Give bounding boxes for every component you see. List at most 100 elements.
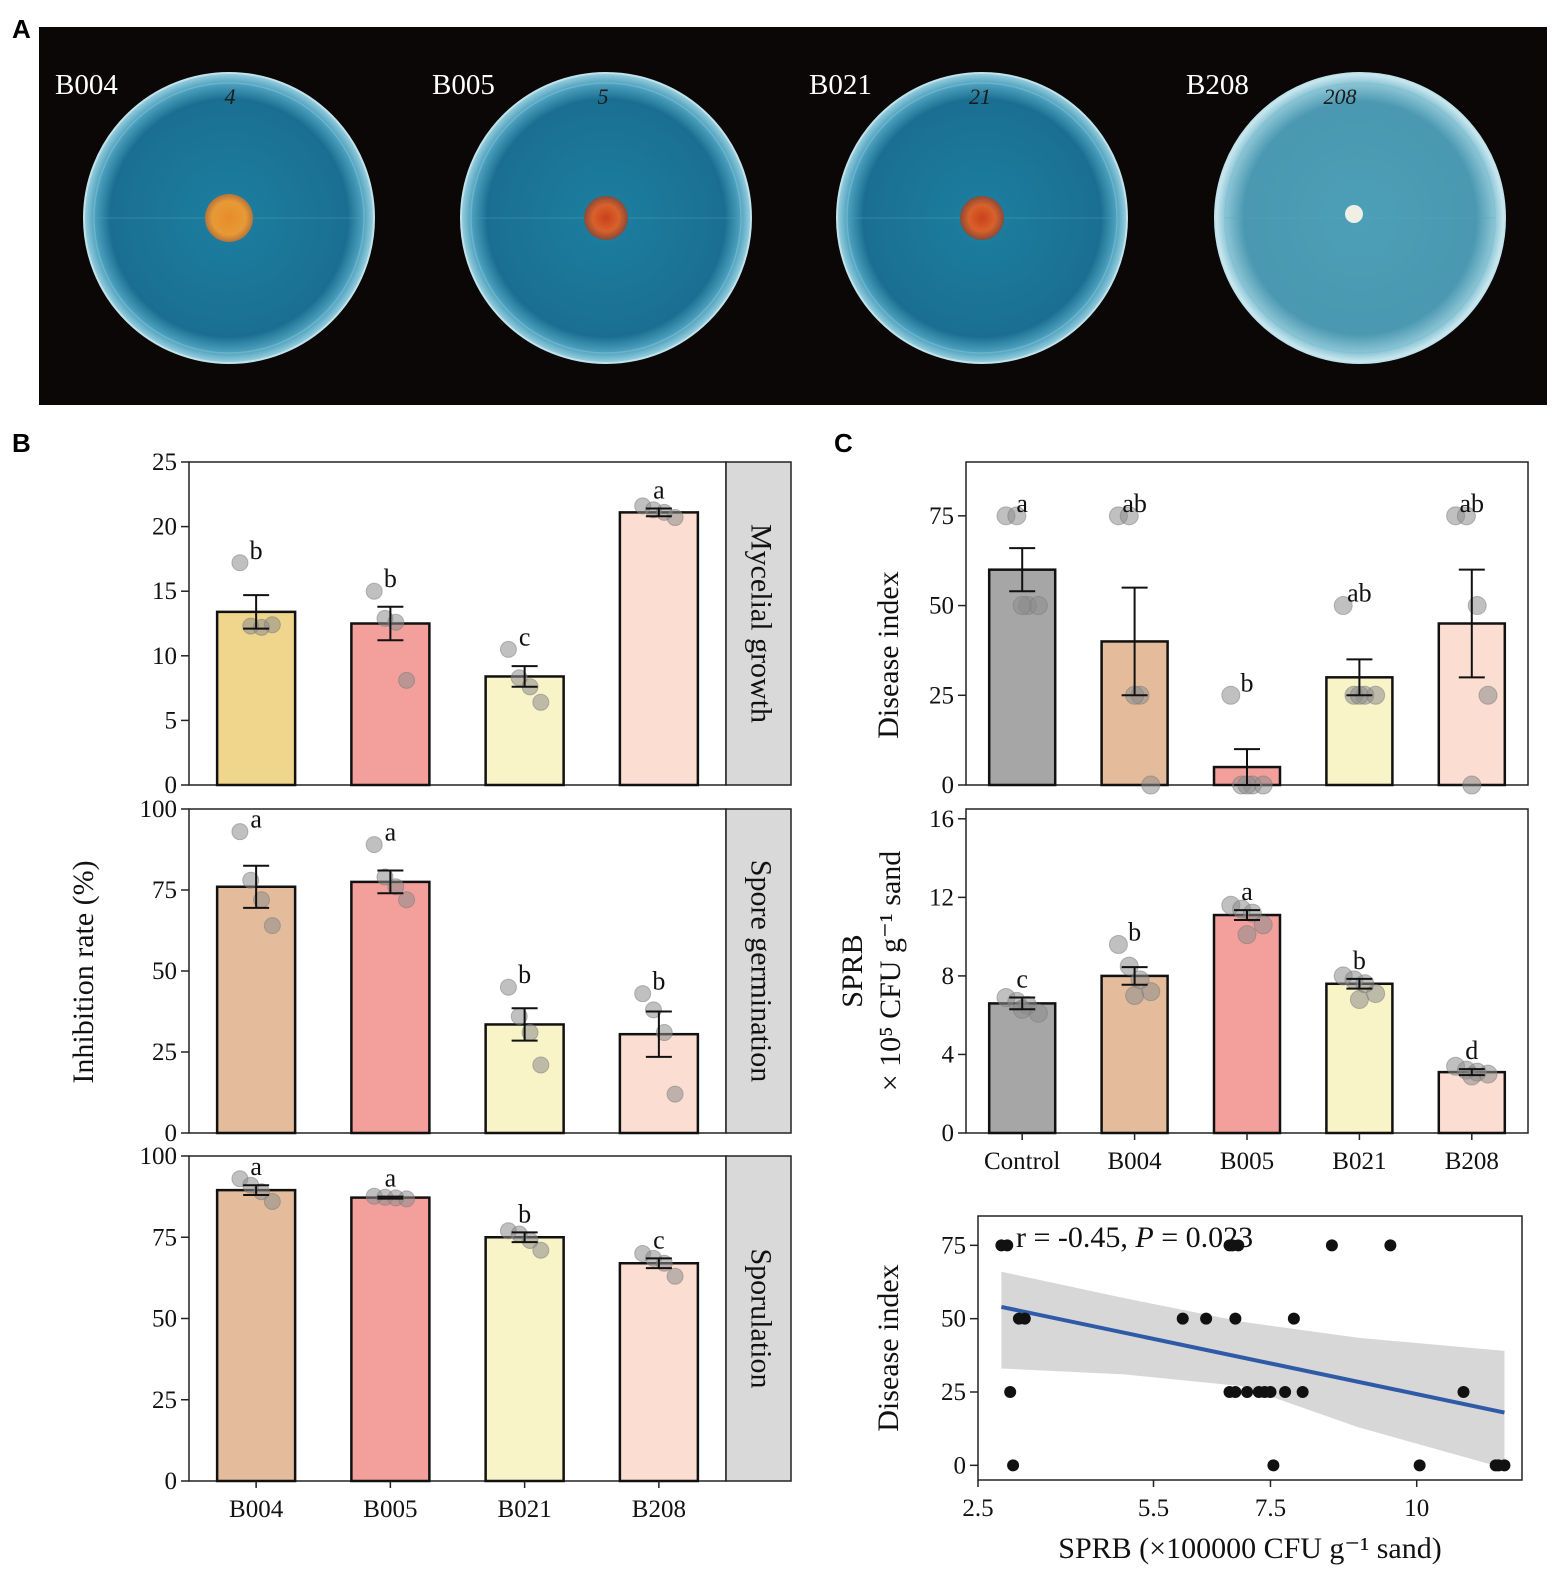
y-tick-label: 100: [140, 796, 178, 823]
y-tick-label: 75: [929, 503, 954, 530]
y-tick-label: 25: [929, 682, 954, 709]
y-tick-label: 50: [929, 593, 954, 620]
scatter-point: [1279, 1386, 1292, 1398]
y-tick-label: 75: [941, 1232, 966, 1259]
x-tick-label: B005: [363, 1496, 417, 1523]
annotation-suffix: = 0.023: [1154, 1221, 1253, 1254]
dish-rim: [93, 82, 365, 354]
significance-letter: c: [653, 1225, 665, 1254]
facet-sporulation: 0 25 50 75 100 B004 a B005 a B021 b B208 c Sporulatio…: [140, 1143, 792, 1523]
data-point: [1028, 596, 1048, 616]
bar-B021: [484, 1236, 565, 1483]
data-point: [387, 613, 405, 631]
y-tick-label: 0: [165, 1120, 178, 1147]
plate-handwriting: 5: [598, 84, 609, 109]
data-point: [1125, 986, 1145, 1006]
significance-letter: b: [652, 967, 665, 996]
plate-handwriting: 4: [225, 84, 236, 109]
sprb-bar-chart: 0 4 8 12 16 Control c B004 b B005 a B021 b B208 d: [929, 806, 1529, 1175]
y-tick-label: 0: [165, 772, 178, 799]
panel-b-charts: 0 5 10 15 20 25 b b c a Mycelial growth 0 25 50 75 100 a…: [67, 449, 792, 1523]
facet-strip: [725, 808, 792, 1134]
scatter-point: [1007, 1459, 1020, 1472]
data-point: [398, 891, 416, 909]
data-point: [263, 616, 281, 634]
x-tick-label: B208: [632, 1496, 686, 1523]
significance-letter: a: [653, 476, 665, 505]
y-axis-label-line1: SPRB: [836, 934, 869, 1007]
y-tick-label: 75: [152, 1224, 177, 1251]
significance-letter: a: [1241, 877, 1253, 906]
plate-label: B208: [1186, 69, 1249, 101]
facet-mycelial-growth: 0 5 10 15 20 25 b b c a Mycelial growth: [152, 449, 792, 799]
data-point: [634, 985, 652, 1003]
scatter-point: [1176, 1312, 1189, 1325]
bar-B005: [350, 1196, 431, 1483]
scatter-point: [1232, 1239, 1245, 1252]
y-tick-label: 15: [152, 578, 177, 605]
data-point: [666, 509, 684, 527]
bar-B005: [350, 622, 431, 787]
y-axis-label: Inhibition rate (%): [67, 860, 100, 1083]
data-point: [666, 1267, 684, 1285]
data-point: [1141, 775, 1161, 795]
facet-strip-label: Mycelial growth: [745, 524, 778, 723]
bar-B004: [215, 610, 297, 787]
plate-B004: B004 4: [55, 69, 375, 364]
data-point: [387, 878, 405, 896]
significance-letter: b: [384, 564, 397, 593]
y-tick-label: 50: [941, 1306, 966, 1333]
x-tick-label: B005: [1220, 1148, 1274, 1175]
scatter-point: [1498, 1459, 1511, 1472]
data-point: [1366, 984, 1386, 1004]
data-point: [1028, 1003, 1048, 1023]
confidence-band: [1001, 1271, 1505, 1469]
significance-letter: a: [250, 805, 262, 834]
data-point: [499, 978, 517, 996]
scatter-point: [1287, 1312, 1300, 1325]
significance-letter: a: [385, 1164, 397, 1193]
x-tick-label: Control: [984, 1148, 1060, 1175]
bar-B004: [215, 885, 297, 1135]
colony: [960, 196, 1004, 240]
significance-letter: b: [250, 536, 263, 565]
y-tick-label: 25: [152, 1039, 177, 1066]
panel-label-b: B: [12, 428, 31, 458]
disease-index-bar-chart: 0 25 50 75 a ab b ab ab: [929, 461, 1529, 799]
y-tick-label: 75: [152, 877, 177, 904]
regression-line: [1000, 1304, 1505, 1415]
significance-letter: a: [385, 818, 397, 847]
data-point: [644, 1001, 662, 1019]
facet-strip: [725, 461, 792, 786]
scatter-point: [1413, 1459, 1426, 1472]
significance-letter: a: [1016, 489, 1028, 518]
significance-letter: c: [519, 622, 531, 651]
plate-handwriting: 21: [969, 84, 991, 109]
y-axis-label-line2: × 10⁵ CFU g⁻¹ sand: [874, 851, 907, 1092]
data-point: [1333, 596, 1353, 616]
data-point: [263, 1193, 281, 1210]
y-tick-label: 25: [941, 1379, 966, 1406]
scatter-point: [1325, 1239, 1338, 1252]
bar-B004: [215, 1188, 297, 1483]
plate-B005: B005 5: [432, 69, 752, 364]
y-tick-label: 0: [942, 1120, 955, 1147]
dish-rim: [1224, 82, 1496, 354]
x-tick-label: 10: [1404, 1495, 1429, 1522]
bar-B208: [618, 511, 700, 787]
y-tick-label: 50: [152, 958, 177, 985]
data-point: [666, 1085, 684, 1103]
scatter-point: [1223, 1386, 1236, 1398]
data-point: [376, 868, 394, 886]
plate-handwriting: 208: [1324, 84, 1357, 109]
significance-letter: d: [1465, 1036, 1478, 1065]
scatter-point: [1384, 1239, 1397, 1252]
plate-label: B004: [55, 69, 118, 101]
scatter-point: [1200, 1312, 1213, 1325]
data-point: [263, 917, 281, 935]
bar-Control: [987, 1002, 1057, 1135]
y-tick-label: 0: [954, 1452, 967, 1479]
y-tick-label: 25: [152, 449, 177, 476]
scatter-point: [1018, 1312, 1031, 1325]
data-point: [365, 836, 383, 854]
